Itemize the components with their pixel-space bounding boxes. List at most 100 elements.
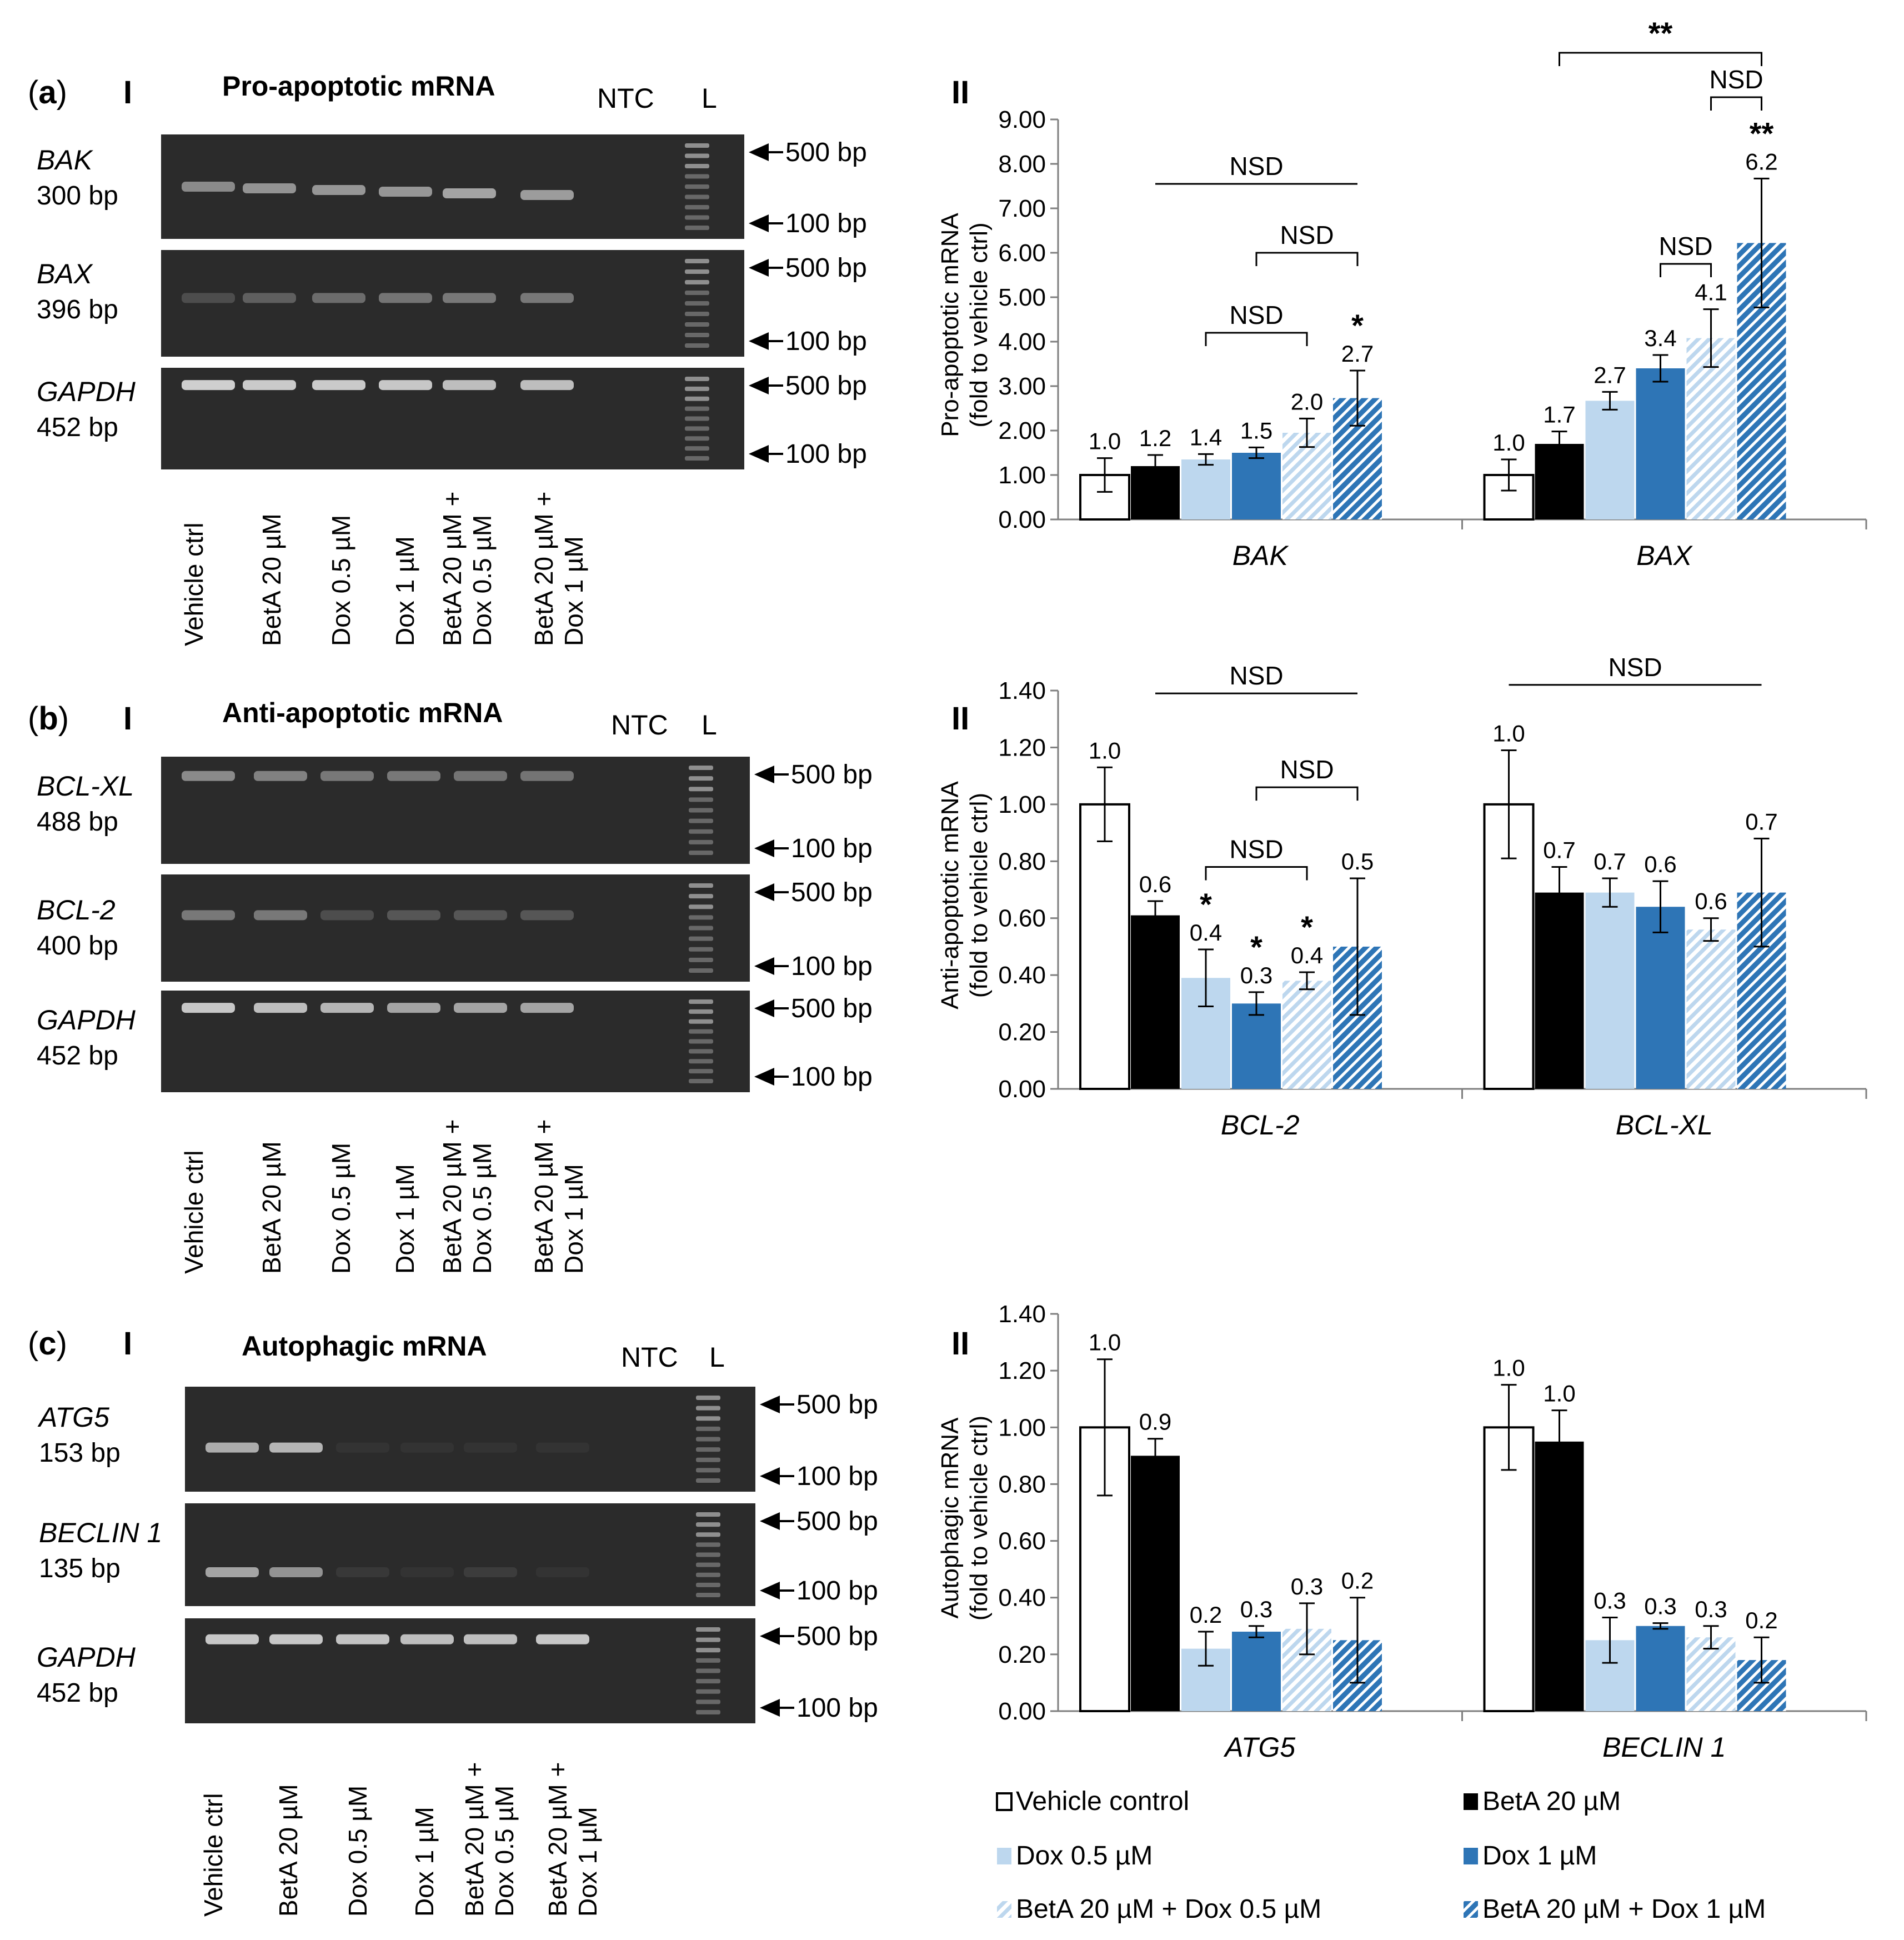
y-tick-label: 5.00 — [998, 284, 1046, 311]
marker-100bp-label: 100 bp — [796, 1462, 878, 1491]
significance-mark: * — [1200, 887, 1212, 922]
gel-band — [312, 185, 365, 196]
ladder-band — [696, 1447, 720, 1452]
gel-band — [320, 910, 374, 921]
bracket-label: NSD — [1229, 301, 1283, 329]
ladder-band — [689, 894, 713, 899]
bar-vehicle — [1079, 803, 1130, 1091]
arrow-icon — [754, 1068, 774, 1086]
ladder-band — [685, 377, 709, 381]
value-label: 0.4 — [1291, 942, 1323, 968]
ladder-band — [689, 1079, 713, 1083]
ladder-band — [689, 1049, 713, 1054]
marker-500bp-label: 500 bp — [796, 1622, 878, 1651]
legend-swatch-combo05 — [997, 1901, 1011, 1918]
y-tick-label: 7.00 — [998, 195, 1046, 222]
marker-100bp-label: 100 bp — [796, 1576, 878, 1606]
ladder-band — [696, 1562, 720, 1567]
value-label: 0.4 — [1190, 919, 1222, 946]
y-tick-label: 0.00 — [998, 506, 1046, 533]
ladder-band — [685, 259, 709, 263]
ladder-band — [689, 1029, 713, 1034]
gel-band — [520, 380, 574, 391]
lane-labels: Vehicle ctrl BetA 20 µM Dox 0.5 µM Dox 1 µM… — [179, 492, 602, 1917]
gel-band — [269, 1442, 323, 1453]
value-label: 0.3 — [1594, 1587, 1626, 1613]
ladder-band — [696, 1637, 720, 1642]
ladder-band — [696, 1542, 720, 1547]
gel-band — [379, 293, 432, 303]
bar-beta — [1535, 1441, 1584, 1711]
marker-500bp-label: 500 bp — [791, 878, 873, 907]
category-label: BCL-XL — [1616, 1109, 1713, 1141]
panel-a-gel-title: Pro-apoptotic mRNA — [222, 71, 495, 102]
ladder-band — [685, 280, 709, 284]
arrow-icon — [754, 883, 774, 901]
arrow-icon — [760, 1699, 780, 1717]
bar-charts: 0.00 1.00 2.00 3.00 4.00 5.00 6.00 7.00 8.00 9.00… — [936, 16, 1867, 1763]
arrow-icon — [754, 999, 774, 1017]
gel-band — [254, 771, 307, 781]
bracket-label: NSD — [1659, 232, 1712, 261]
gel-band — [182, 293, 235, 303]
arrow-icon — [749, 143, 769, 161]
bar-dox1 — [1232, 453, 1281, 519]
gel-strip-a2 — [161, 250, 744, 357]
value-label: 3.4 — [1644, 325, 1676, 351]
y-axis-label: Autophagic mRNA — [936, 1417, 964, 1619]
ladder-band — [685, 184, 709, 189]
gel-band — [336, 1634, 389, 1644]
ladder-band — [689, 776, 713, 781]
y-tick-label: 4.00 — [998, 328, 1046, 356]
value-label: 6.2 — [1745, 148, 1777, 174]
value-label: 0.2 — [1190, 1602, 1222, 1628]
ladder-band — [696, 1710, 720, 1714]
ladder-band — [685, 446, 709, 451]
value-label: 1.4 — [1190, 424, 1222, 450]
nsd-bracket — [1710, 96, 1762, 111]
significance-mark: * — [1250, 929, 1262, 964]
ladder-band — [685, 153, 709, 158]
nsd-bracket — [1559, 52, 1762, 66]
gel-b3-size: 452 bp — [37, 1041, 118, 1071]
gel-band — [454, 1003, 507, 1013]
y-tick-label: 0.20 — [998, 1019, 1046, 1046]
gel-band — [243, 183, 296, 194]
legend-label-vehicle: Vehicle control — [1016, 1787, 1189, 1816]
arrow-icon — [760, 1512, 780, 1530]
arrow-icon — [754, 957, 774, 975]
bar-dox05 — [1585, 892, 1635, 1089]
ladder-band — [685, 322, 709, 327]
bracket-label: ** — [1649, 16, 1673, 51]
y-axis-label: (fold to vehicle ctrl) — [965, 222, 993, 427]
legend-label-combo05: BetA 20 µM + Dox 0.5 µM — [1016, 1894, 1321, 1924]
ladder-band — [696, 1552, 720, 1557]
y-tick-label: 0.20 — [998, 1641, 1046, 1668]
gel-band — [536, 1634, 589, 1644]
lane-label: Dox 1 µM — [390, 536, 419, 646]
nsd-bracket — [1205, 866, 1308, 881]
value-label: 1.2 — [1139, 425, 1171, 451]
ladder-band — [696, 1627, 720, 1632]
y-tick-label: 0.80 — [998, 1471, 1046, 1498]
category-label: BAK — [1232, 540, 1290, 571]
ladder-band — [696, 1593, 720, 1597]
chart-3: 0.00 0.20 0.40 0.60 0.80 1.00 1.20 1.40 Autophag… — [936, 1301, 1867, 1763]
value-label: 1.7 — [1543, 402, 1575, 428]
legend-swatch-dox05 — [997, 1848, 1011, 1864]
gel-band — [320, 1003, 374, 1013]
lane-label: BetA 20 µM — [274, 1784, 303, 1917]
ladder-band — [696, 1689, 720, 1694]
marker-500bp-label: 500 bp — [796, 1507, 878, 1536]
gel-band — [320, 771, 374, 781]
ladder-band — [685, 456, 709, 461]
y-tick-label: 1.00 — [998, 1414, 1046, 1441]
ladder-band — [689, 936, 713, 941]
ladder-band — [685, 215, 709, 220]
y-tick-label: 0.60 — [998, 1528, 1046, 1555]
value-label: 2.0 — [1291, 388, 1323, 414]
ladder-band — [689, 915, 713, 920]
nsd-bracket — [1205, 332, 1308, 346]
panel-c: (c) I Autophagic mRNA NTC L II ATG5 153 … — [28, 1326, 969, 1708]
ladder-band — [685, 143, 709, 148]
